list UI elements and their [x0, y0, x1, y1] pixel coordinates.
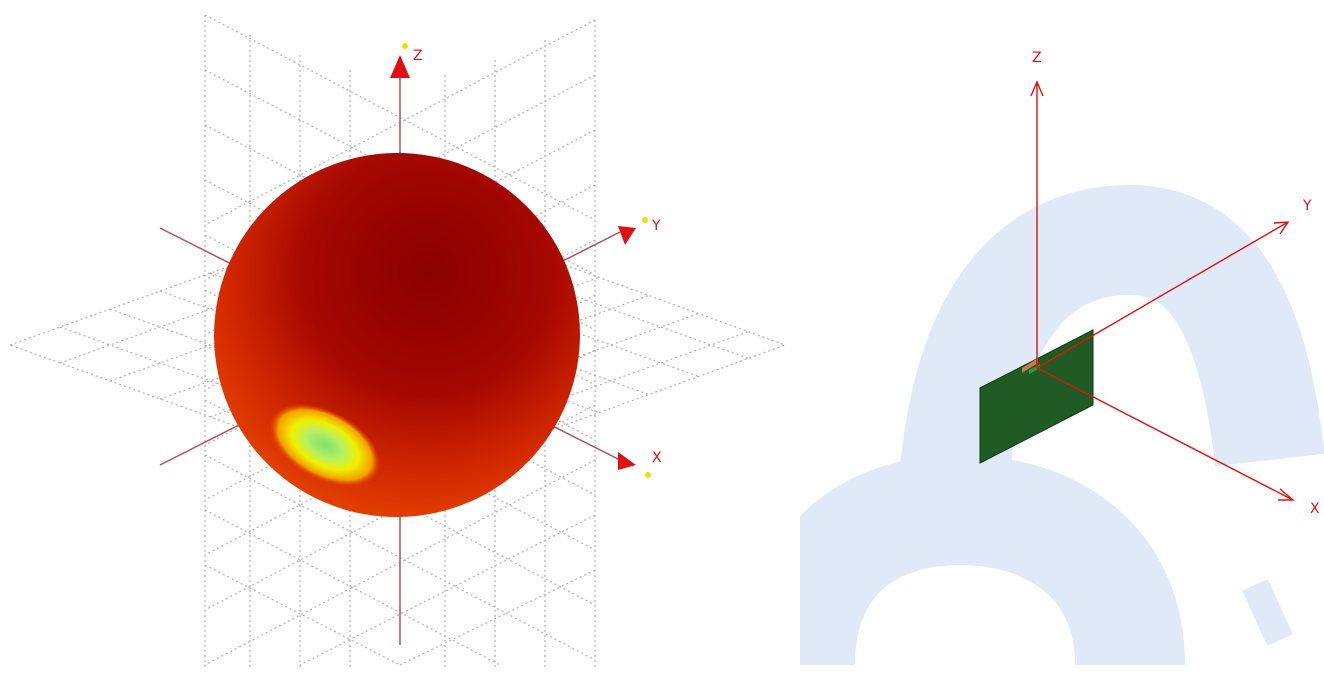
radiation-lobe: [214, 152, 580, 518]
radiation-pattern-panel: Z Y X: [8, 14, 787, 670]
y-axis-label: Y: [651, 218, 661, 234]
geometry-z-label: Z: [1032, 50, 1042, 66]
geometry-y-axis: [1036, 221, 1289, 369]
z-axis-marker: Z: [390, 43, 423, 78]
x-axis-marker: X: [618, 450, 662, 478]
geometry-x-axis: [1036, 367, 1294, 501]
z-axis-label: Z: [413, 48, 423, 64]
feed-element: [1022, 358, 1038, 373]
geometry-x-label: X: [1310, 501, 1320, 517]
pcb-board: [979, 329, 1094, 464]
geometry-y-label: Y: [1302, 198, 1312, 214]
x-axis-label: X: [652, 450, 662, 466]
antenna-geometry-canvas: Z Y X: [745, 50, 1324, 668]
pattern-null-region: [269, 403, 381, 487]
radiation-pattern-canvas: Z Y X: [8, 14, 787, 670]
geometry-axes: [1030, 80, 1295, 501]
antenna-geometry-panel: Z Y X: [745, 0, 1324, 685]
watermark-logo: [745, 184, 1324, 668]
y-axis-marker: Y: [618, 217, 661, 245]
